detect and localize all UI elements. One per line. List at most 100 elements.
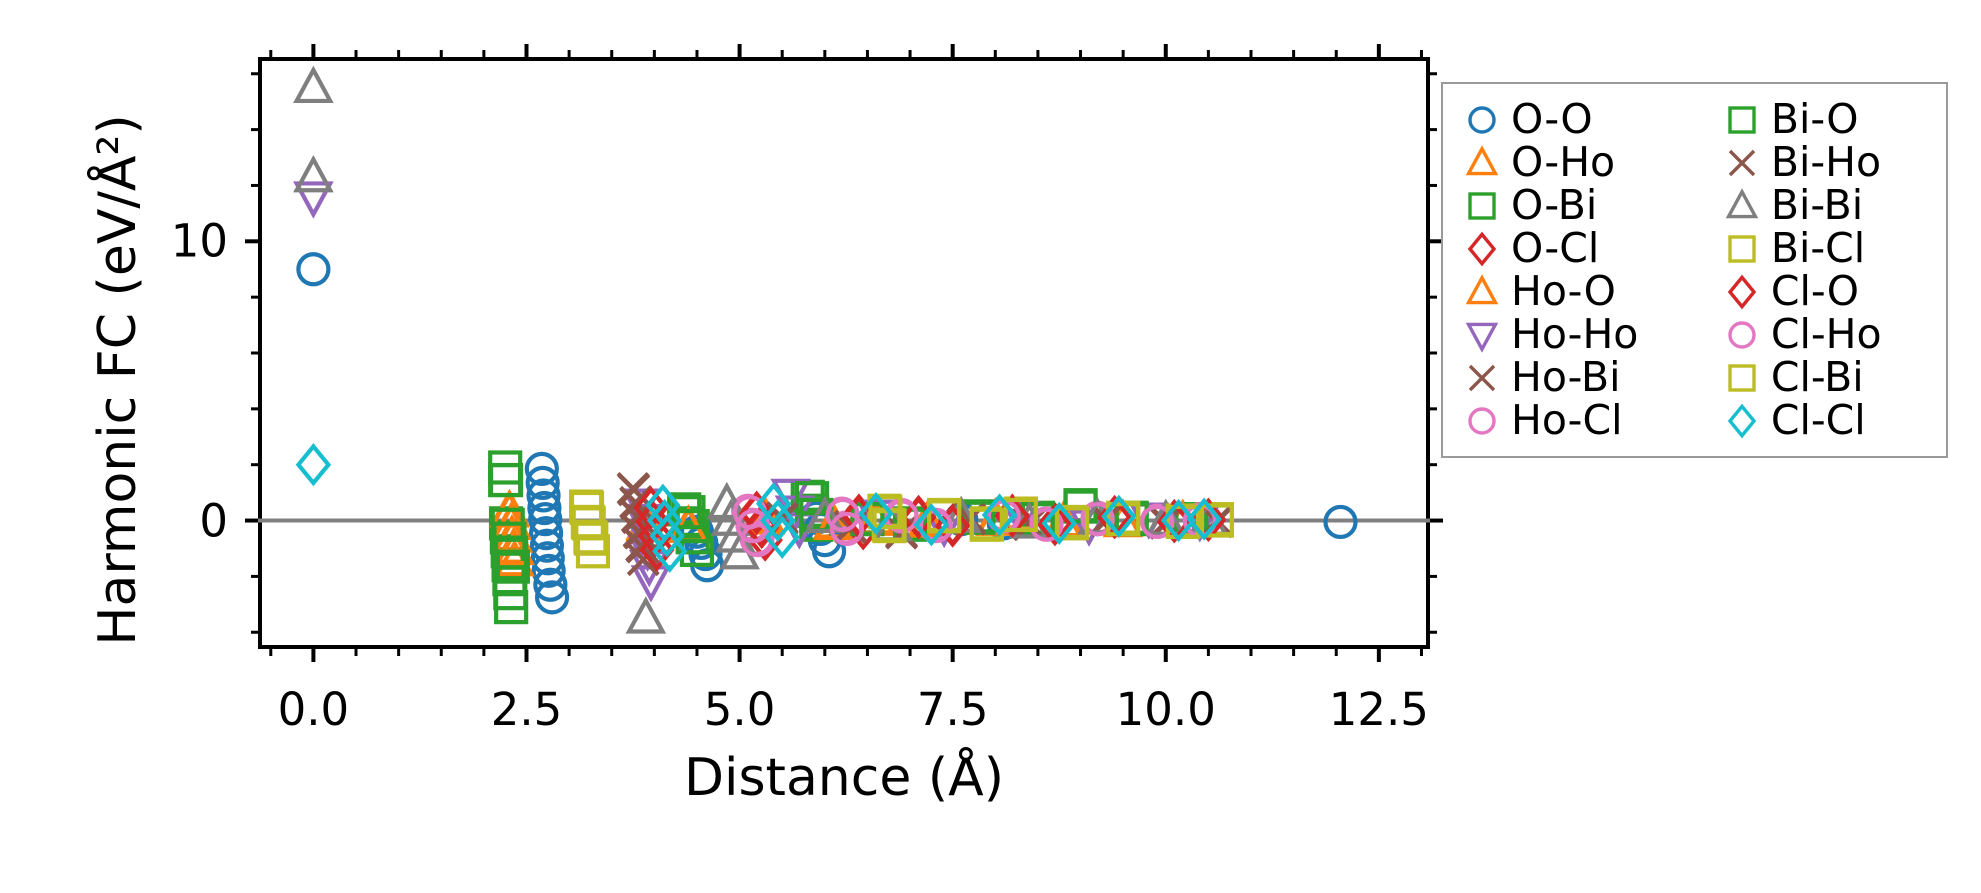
data-point: [293, 181, 334, 219]
data-point: [293, 65, 334, 104]
data-point: [531, 553, 566, 588]
data-point: [1029, 507, 1064, 542]
data-point: [858, 491, 894, 536]
data-point: [534, 580, 570, 615]
legend-item-ho-o[interactable]: Ho-O: [1459, 270, 1693, 313]
data-point: [633, 486, 669, 530]
legend-label: Cl-Ho: [1770, 310, 1882, 358]
data-point: [530, 541, 565, 576]
triangle-up-icon: [1719, 186, 1765, 226]
legend-label: Cl-Bi: [1770, 353, 1864, 401]
legend-grid: O-O O-Ho O-Bi O-Cl Ho-O Ho-Ho Ho-Bi Ho-Cl Bi-O B…: [1459, 98, 1936, 442]
x-tick-label: 0.0: [277, 683, 350, 736]
y-tick-label: 0: [199, 494, 228, 548]
legend-item-o-bi[interactable]: O-Bi: [1459, 184, 1693, 227]
data-point: [525, 465, 560, 500]
y-axis-label: Harmonic FC (eV/Å²): [88, 114, 148, 646]
data-point: [706, 481, 748, 520]
data-point: [764, 515, 800, 559]
axis-ticks: [245, 44, 1443, 662]
circle-icon: [1719, 315, 1765, 355]
legend-item-cl-o[interactable]: Cl-O: [1719, 270, 1936, 313]
data-point: [533, 567, 568, 602]
data-point: [528, 502, 563, 537]
legend-column-left: O-O O-Ho O-Bi O-Cl Ho-O Ho-Ho Ho-Bi Ho-Cl: [1459, 98, 1693, 442]
data-point: [1323, 504, 1358, 540]
data-point: [488, 450, 523, 485]
legend-item-o-o[interactable]: O-O: [1459, 98, 1693, 141]
legend-item-bi-cl[interactable]: Bi-Cl: [1719, 227, 1936, 270]
circle-icon: [1459, 100, 1505, 140]
data-point: [825, 497, 860, 533]
legend-label: Ho-O: [1511, 267, 1616, 315]
data-point: [1186, 497, 1222, 541]
data-point: [913, 503, 950, 547]
legend-label: Ho-Cl: [1511, 396, 1623, 444]
legend-box: O-O O-Ho O-Bi O-Cl Ho-O Ho-Ho Ho-Bi Ho-Cl Bi-O B…: [1441, 82, 1948, 458]
legend-label: Bi-O: [1770, 95, 1859, 143]
data-point: [981, 493, 1018, 537]
legend-label: O-Cl: [1511, 224, 1600, 272]
legend-item-cl-ho[interactable]: Cl-Ho: [1719, 313, 1936, 356]
data-point: [651, 529, 688, 573]
diamond-icon: [1719, 401, 1765, 441]
data-point: [574, 521, 609, 556]
data-point: [829, 511, 865, 547]
data-point: [1054, 506, 1090, 541]
series-o-o: [296, 252, 1358, 615]
legend-label: O-O: [1511, 95, 1593, 143]
data-point: [488, 462, 523, 498]
data-point: [495, 549, 530, 584]
data-point: [804, 495, 846, 534]
legend-label: O-Ho: [1511, 138, 1616, 186]
data-point: [1140, 504, 1175, 540]
triangle-up-icon: [1459, 143, 1505, 183]
data-point: [526, 478, 561, 513]
data-point: [760, 498, 796, 543]
data-point: [524, 451, 559, 486]
square-icon: [1719, 100, 1765, 140]
legend-item-bi-o[interactable]: Bi-O: [1719, 98, 1936, 141]
legend-label: Cl-Cl: [1770, 396, 1866, 444]
legend-column-right: Bi-O Bi-Ho Bi-Bi Bi-Cl Cl-O Cl-Ho Cl-Bi Cl-Cl: [1719, 98, 1936, 442]
x-icon: [1459, 358, 1505, 398]
legend-item-bi-ho[interactable]: Bi-Ho: [1719, 141, 1936, 184]
series-cl-ho: [732, 495, 1217, 558]
legend-label: Bi-Ho: [1770, 138, 1882, 186]
plot-axes: [245, 44, 1443, 662]
legend-item-o-ho[interactable]: O-Ho: [1459, 141, 1693, 184]
scatter-plot-svg: [245, 44, 1443, 662]
x-tick-label: 5.0: [703, 683, 776, 736]
data-point: [738, 491, 775, 536]
legend-item-o-cl[interactable]: O-Cl: [1459, 227, 1693, 270]
square-icon: [1719, 358, 1765, 398]
data-point: [639, 528, 675, 572]
legend-label: Bi-Bi: [1770, 181, 1864, 229]
data-point: [1199, 503, 1235, 538]
y-tick-label: 10: [170, 214, 228, 268]
legend-item-ho-bi[interactable]: Ho-Bi: [1459, 356, 1693, 399]
legend-item-ho-cl[interactable]: Ho-Cl: [1459, 399, 1693, 442]
x-icon: [1719, 143, 1765, 183]
data-point: [649, 514, 685, 558]
data-point: [1080, 502, 1115, 537]
diamond-icon: [1459, 229, 1505, 269]
data-point: [634, 500, 671, 544]
x-tick-label: 12.5: [1328, 683, 1429, 736]
data-point: [488, 462, 524, 498]
data-point: [625, 596, 667, 634]
data-point: [1003, 497, 1038, 533]
legend-item-cl-cl[interactable]: Cl-Cl: [1719, 399, 1936, 442]
triangle-up-icon: [1459, 272, 1505, 312]
data-point: [740, 522, 775, 558]
legend-item-bi-bi[interactable]: Bi-Bi: [1719, 184, 1936, 227]
x-axis-label: Distance (Å): [683, 748, 1005, 808]
legend-label: Ho-Bi: [1511, 353, 1621, 401]
square-icon: [1459, 186, 1505, 226]
legend-item-cl-bi[interactable]: Cl-Bi: [1719, 356, 1936, 399]
data-point: [529, 528, 565, 563]
data-point: [296, 252, 331, 287]
data-point: [293, 154, 334, 193]
legend-item-ho-ho[interactable]: Ho-Ho: [1459, 313, 1693, 356]
data-point: [755, 482, 792, 526]
